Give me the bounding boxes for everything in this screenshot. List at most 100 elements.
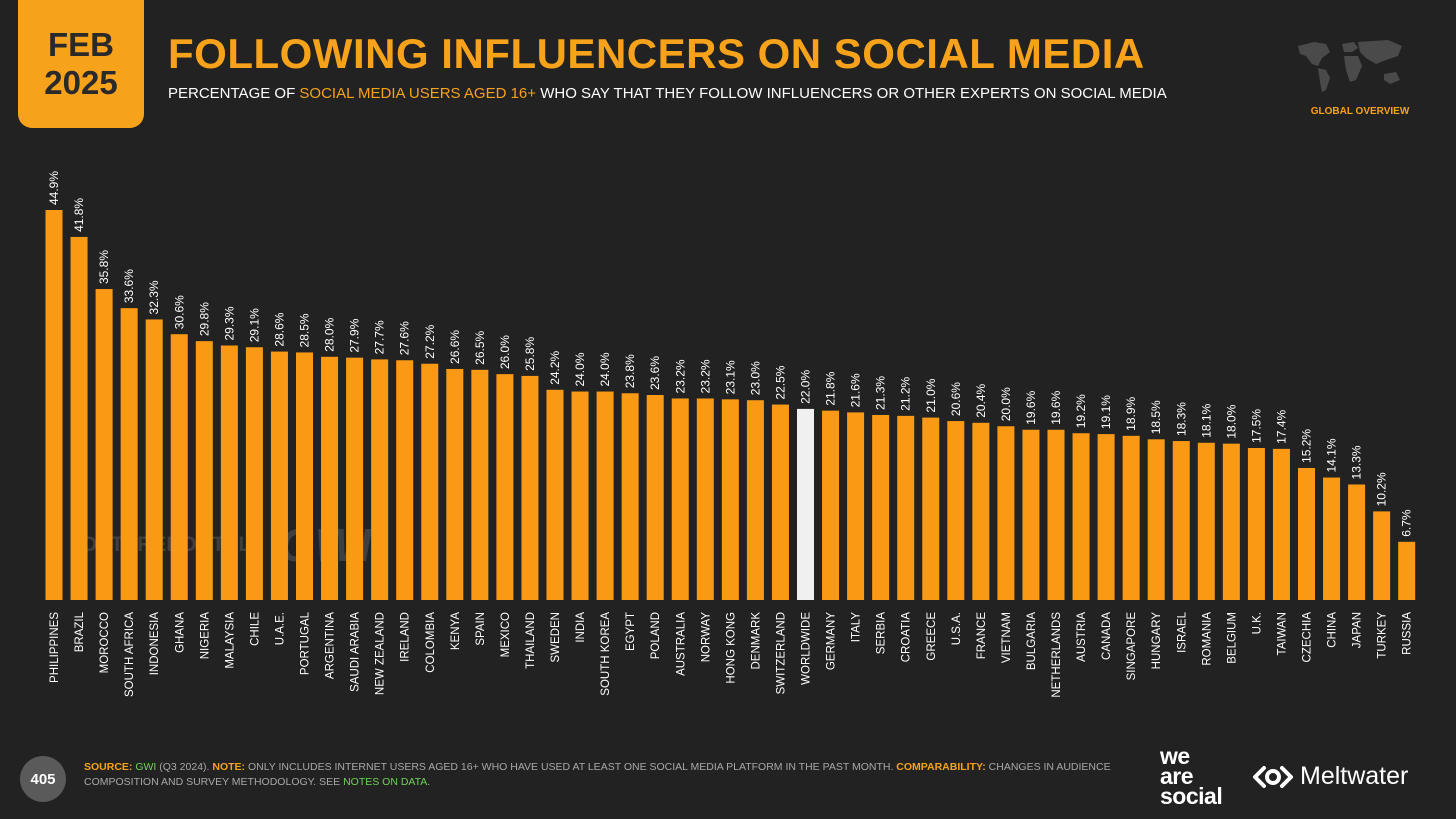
bar-south-korea (596, 391, 614, 600)
value-label: 22.0% (799, 370, 813, 404)
value-label: 24.0% (598, 352, 612, 386)
category-label: COLOMBIA (425, 612, 437, 673)
category-label: BRAZIL (74, 611, 86, 652)
bar-india (571, 391, 589, 600)
footer-notes: SOURCE: GWI (Q3 2024). NOTE: ONLY INCLUD… (84, 760, 1134, 790)
value-label: 18.9% (1124, 396, 1138, 430)
note-label: NOTE: (212, 761, 246, 773)
value-label: 19.6% (1024, 390, 1038, 424)
category-label: POLAND (650, 612, 662, 659)
bar-bulgaria (1022, 429, 1040, 600)
meltwater-logo: Meltwater (1252, 762, 1408, 791)
meltwater-wordmark: Meltwater (1300, 762, 1409, 790)
page-subtitle: PERCENTAGE OF SOCIAL MEDIA USERS AGED 16… (168, 85, 1167, 102)
source-gwi-link[interactable]: GWI (135, 761, 157, 773)
category-label: PHILIPPINES (49, 612, 61, 683)
value-label: 30.6% (172, 295, 186, 329)
category-label: THAILAND (525, 612, 537, 669)
category-label: EGYPT (625, 612, 637, 651)
bar-mexico (496, 374, 514, 600)
category-label: HONG KONG (725, 612, 737, 684)
bar-chile (245, 347, 263, 600)
category-label: TURKEY (1377, 612, 1389, 659)
bar-china (1323, 477, 1341, 600)
bar-saudi-arabia (346, 357, 364, 600)
value-label: 18.5% (1149, 400, 1163, 434)
category-label: CHINA (1327, 612, 1339, 648)
bar-spain (471, 369, 489, 600)
value-label: 27.9% (348, 318, 362, 352)
value-label: 27.7% (373, 320, 387, 354)
bar-norway (696, 398, 714, 600)
category-label: BELGIUM (1226, 612, 1238, 664)
value-label: 32.3% (147, 280, 161, 314)
bar-portugal (296, 352, 313, 600)
category-label: U.S.A. (951, 612, 963, 645)
bar-belgium (1222, 443, 1240, 600)
value-label: 20.4% (974, 383, 988, 417)
value-label: 20.0% (999, 387, 1013, 421)
comparability-label: COMPARABILITY: (896, 761, 986, 773)
bar-u-a-e- (270, 351, 288, 600)
category-label: ARGENTINA (325, 612, 337, 679)
value-label: 19.2% (1074, 394, 1088, 428)
value-label: 35.8% (97, 250, 111, 284)
bar-canada (1097, 434, 1115, 600)
value-label: 18.0% (1224, 404, 1238, 438)
category-label: MOROCCO (99, 612, 111, 673)
category-label: TAIWAN (1276, 612, 1288, 655)
bar-turkey (1373, 511, 1391, 600)
category-label: RUSSIA (1402, 612, 1414, 655)
category-label: MEXICO (500, 612, 512, 657)
bar-morocco (95, 289, 113, 600)
value-label: 21.3% (874, 376, 888, 410)
category-label: SOUTH KOREA (600, 612, 612, 696)
bar-taiwan (1272, 448, 1290, 600)
category-label: KENYA (450, 612, 462, 650)
category-label: DENMARK (750, 612, 762, 670)
global-overview-label: GLOBAL OVERVIEW (1310, 106, 1410, 117)
we-are-social-logo: we are social (1160, 743, 1223, 808)
bar-sweden (546, 389, 564, 600)
value-label: 23.1% (723, 360, 737, 394)
category-label: NETHERLANDS (1051, 612, 1063, 698)
bar-australia (671, 398, 689, 600)
value-label: 23.6% (648, 356, 662, 390)
value-label: 29.8% (197, 302, 211, 336)
bar-worldwide (797, 408, 814, 600)
category-label: NORWAY (700, 612, 712, 663)
bar-new-zealand (371, 359, 389, 600)
bar-nigeria (195, 341, 213, 600)
value-label: 22.5% (773, 365, 787, 399)
subtitle-post: WHO SAY THAT THEY FOLLOW INFLUENCERS OR … (536, 85, 1167, 102)
value-label: 33.6% (122, 269, 136, 303)
value-label: 18.1% (1199, 403, 1213, 437)
value-label: 6.7% (1400, 509, 1414, 537)
category-label: INDONESIA (149, 612, 161, 676)
category-label: BULGARIA (1026, 612, 1038, 670)
value-label: 14.1% (1325, 438, 1339, 472)
value-label: 17.4% (1274, 410, 1288, 444)
value-label: 21.8% (824, 371, 838, 405)
bar-u-k- (1247, 447, 1265, 600)
value-label: 19.6% (1049, 390, 1063, 424)
category-label: GHANA (174, 612, 186, 653)
category-label: SOUTH AFRICA (124, 612, 136, 697)
world-map-icon (1298, 40, 1402, 92)
category-label: IRELAND (400, 612, 412, 662)
bar-japan (1348, 484, 1366, 600)
bar-poland (646, 395, 664, 600)
value-label: 27.6% (398, 321, 412, 355)
page-title: FOLLOWING INFLUENCERS ON SOCIAL MEDIA (168, 30, 1145, 77)
bar-netherlands (1047, 429, 1065, 600)
bar-czechia (1298, 467, 1315, 600)
bar-south-africa (120, 308, 138, 600)
category-label: ROMANIA (1201, 612, 1213, 666)
logo-we: we (1160, 743, 1190, 769)
category-label: NIGERIA (199, 612, 211, 660)
bar-russia (1398, 541, 1416, 600)
value-label: 24.0% (573, 352, 587, 386)
value-label: 25.8% (523, 337, 537, 371)
bar-israel (1172, 441, 1190, 600)
notes-on-data-link[interactable]: NOTES ON DATA (343, 776, 428, 788)
